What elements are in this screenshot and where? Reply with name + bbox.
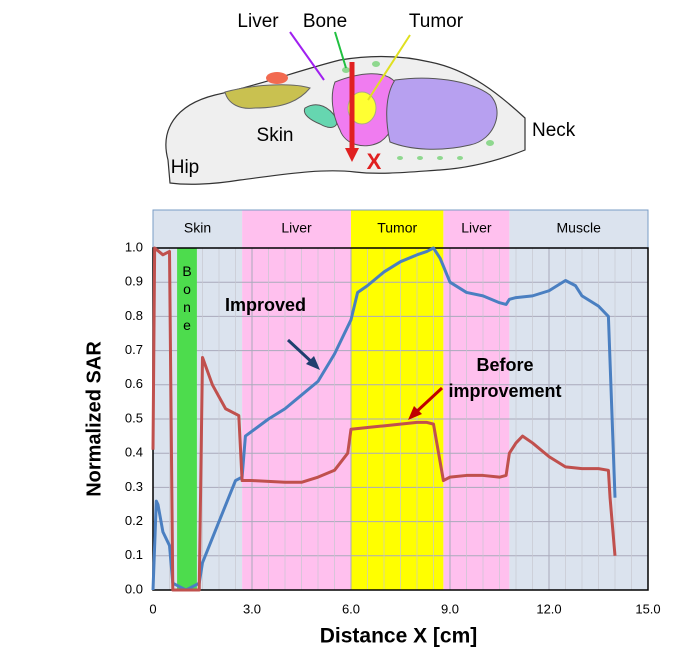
annotation-box: Before improvement: [440, 352, 610, 412]
diagram-label: Skin: [257, 125, 294, 146]
x-tick-label: 3.0: [243, 601, 261, 616]
y-tick-label: 0.4: [125, 445, 143, 460]
muscle-shape: [387, 78, 497, 149]
diagram-label: Hip: [171, 157, 200, 178]
y-tick-label: 0.9: [125, 274, 143, 289]
diagram-label: Bone: [303, 11, 347, 32]
y-tick-label: 0.8: [125, 308, 143, 323]
region-band: [153, 210, 242, 590]
bone-dot: [437, 156, 443, 160]
y-tick-label: 0.7: [125, 342, 143, 357]
x-tick-label: 0: [149, 601, 156, 616]
x-tick-label: 15.0: [635, 601, 660, 616]
annotation: Before improvement: [440, 352, 570, 404]
bone-dot: [372, 61, 380, 67]
figure: X Liver Bone Tumor Neck Skin Hip Skin Liv…: [0, 0, 678, 656]
x-tick-label: 12.0: [536, 601, 561, 616]
y-tick-label: 0.2: [125, 513, 143, 528]
bone-label: Bone: [179, 263, 195, 335]
bone-dot: [486, 140, 494, 146]
region-label: Muscle: [557, 220, 602, 236]
anatomy-diagram: X Liver Bone Tumor Neck Skin Hip: [166, 11, 576, 184]
bone-dot: [397, 156, 403, 160]
diagram-label: Liver: [237, 11, 279, 32]
page: { "diagram": { "labels": {"liver": "Live…: [0, 0, 678, 656]
bone-dot: [457, 156, 463, 160]
region-label: Tumor: [377, 220, 417, 236]
x-tick-label: 9.0: [441, 601, 459, 616]
x-tick-label: 6.0: [342, 601, 360, 616]
y-tick-label: 0.0: [125, 581, 143, 596]
diagram-label: Tumor: [409, 11, 464, 32]
annotation: Improved: [225, 295, 306, 315]
y-tick-label: 0.6: [125, 376, 143, 391]
region-label: Liver: [461, 220, 492, 236]
bone-dot: [417, 156, 423, 160]
y-tick-label: 0.5: [125, 410, 143, 425]
diagram-label: Neck: [532, 120, 576, 141]
y-tick-label: 1.0: [125, 239, 143, 254]
x-axis-title: Distance X [cm]: [320, 625, 478, 648]
y-tick-label: 0.1: [125, 547, 143, 562]
region-label: Skin: [184, 220, 211, 236]
y-axis-title: Normalized SAR: [83, 341, 105, 497]
x-mark: X: [367, 149, 382, 174]
chart: Skin Liver Tumor Liver Muscle Bone 0.0 0.1 0.2 0.…: [83, 210, 660, 648]
organ: [266, 72, 288, 84]
y-tick-label: 0.3: [125, 479, 143, 494]
region-label: Liver: [281, 220, 312, 236]
